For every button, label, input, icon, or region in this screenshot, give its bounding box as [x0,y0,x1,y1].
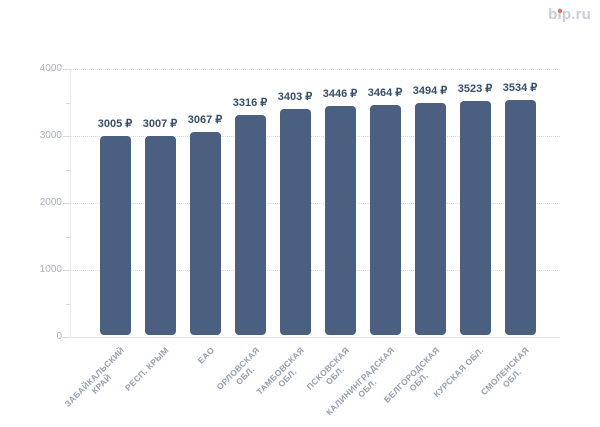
bar-РЕСП. КРЫМ[interactable] [144,135,176,335]
y-axis-major-tick [63,337,70,338]
x-axis-category-label: РЕСП. КРЫМ [123,345,171,393]
bar-value-label: 3316 ₽ [232,96,268,109]
bar-value-label: 3067 ₽ [187,113,223,126]
x-axis-category-label: СМОЛЕНСКАЯ ОБЛ. [479,345,538,404]
x-axis-label-line: ЕАО [195,345,217,366]
bar-value-label: 3005 ₽ [97,117,133,130]
x-axis-category-label: ЕАО [195,345,216,366]
bar-value-label: 3464 ₽ [367,86,403,99]
y-axis-minor-tick [66,236,70,238]
bar-БЕЛГОРОДСКАЯ ОБЛ.[interactable] [414,102,446,335]
bar-КАЛИНИНГРАДСКАЯ ОБЛ.[interactable] [369,104,401,335]
bar-value-label: 3494 ₽ [412,84,448,97]
x-axis-label-line: ЗАБАЙКАЛЬСКИЙ [62,345,127,409]
bar-КУРСКАЯ ОБЛ.[interactable] [459,100,491,335]
logo-i-dot [557,9,562,14]
y-axis-tick-label: 0 [56,331,62,342]
y-axis-minor-tick [66,169,70,171]
y-axis-major-tick [63,136,70,137]
y-axis-tick-label: 4000 [39,63,62,74]
bar-value-label: 3403 ₽ [277,90,313,103]
y-axis-tick-label: 2000 [39,197,62,208]
bip-logo[interactable]: bip.ru [548,7,591,22]
y-axis-major-tick [63,270,70,271]
y-axis-tick-label: 1000 [39,264,62,275]
bar-value-label: 3523 ₽ [457,82,493,95]
x-axis-category-label: ЗАБАЙКАЛЬСКИЙ КРАЙ [62,345,133,416]
bar-ЗАБАЙКАЛЬСКИЙ КРАЙ[interactable] [99,135,131,335]
bar-value-label: 3007 ₽ [142,117,178,130]
y-axis-major-tick [63,203,70,204]
gridline-2000 [70,203,560,204]
bar-ЕАО[interactable] [189,131,221,335]
gridline-3000 [70,136,560,137]
y-axis-minor-tick [66,303,70,305]
bar-value-label: 3534 ₽ [502,82,538,95]
bar-ПСКОВСКАЯ ОБЛ.[interactable] [324,106,356,335]
bar-ОРЛОВСКАЯ ОБЛ.[interactable] [234,114,266,335]
y-axis-line [70,69,71,337]
x-axis-label-line: РЕСП. КРЫМ [123,345,172,393]
y-axis-minor-tick [66,102,70,104]
x-axis-line [70,337,560,338]
bar-СМОЛЕНСКАЯ ОБЛ.[interactable] [504,100,536,335]
gridline-4000 [70,69,560,70]
bar-ТАМБОВСКАЯ ОБЛ.[interactable] [279,108,311,335]
y-axis-tick-label: 3000 [39,130,62,141]
bar-value-label: 3446 ₽ [322,88,358,101]
y-axis-major-tick [63,69,70,70]
gridline-1000 [70,270,560,271]
